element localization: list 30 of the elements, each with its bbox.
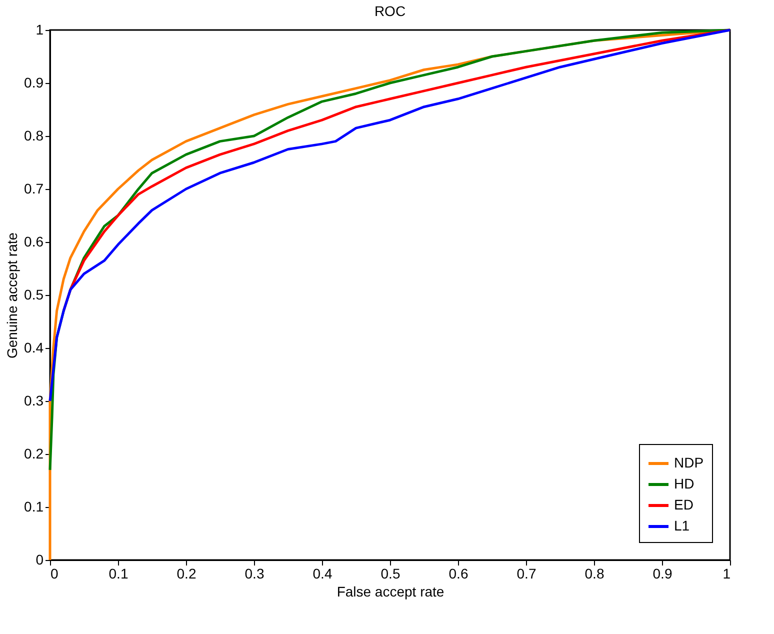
x-tick-label: 0.3	[244, 566, 264, 582]
x-axis-title: False accept rate	[336, 584, 444, 600]
y-tick-label: 0.2	[24, 446, 44, 462]
y-tick-label: 0.8	[24, 128, 44, 144]
y-tick-label: 0.5	[24, 286, 44, 302]
x-tick-label: 0.7	[516, 566, 536, 582]
line-series	[48, 28, 732, 402]
x-tick-label: 0.1	[108, 566, 128, 582]
x-tick-label: 0.5	[380, 566, 400, 582]
y-tick-label: 0.1	[24, 498, 44, 514]
x-tick-label: 0.6	[448, 566, 468, 582]
y-tick-label: 0.3	[24, 392, 44, 408]
x-tick-label: 0	[50, 566, 58, 582]
x-tick-label: 0.9	[652, 566, 672, 582]
x-tick-label: 0.4	[312, 566, 332, 582]
y-tick-label: 0	[36, 552, 44, 568]
y-tick-label: 0.9	[24, 74, 44, 90]
x-tick-label: 1	[722, 566, 731, 582]
y-tick-label: 0.7	[24, 180, 44, 196]
legend-label: ED	[674, 496, 694, 512]
legend-label: L1	[674, 518, 690, 534]
y-tick-label: 1	[36, 22, 44, 38]
x-tick-label: 0.2	[176, 566, 196, 582]
legend-label: HD	[674, 476, 694, 492]
chart-title: ROC	[374, 3, 406, 19]
y-axis-title: Genuine accept rate	[4, 232, 20, 359]
y-tick-label: 0.6	[24, 234, 44, 250]
y-tick-label: 0.4	[24, 340, 44, 356]
legend-label: NDP	[674, 454, 704, 470]
x-tick-label: 0.8	[584, 566, 604, 582]
